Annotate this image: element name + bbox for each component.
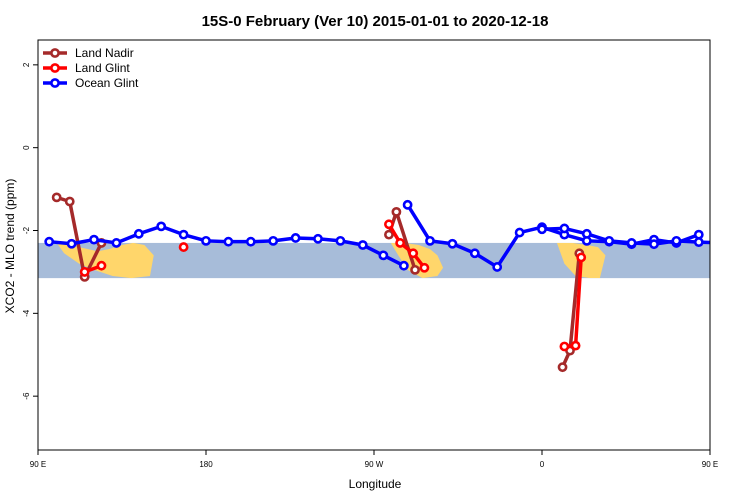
land-glint-point: [570, 340, 581, 351]
ocean-glint-point: [66, 238, 77, 249]
legend-marker: [50, 78, 60, 88]
ocean-glint-point: [133, 228, 144, 239]
land-nadir-point: [557, 362, 568, 373]
ocean-glint-point: [425, 235, 435, 246]
y-tick-label: -2: [22, 226, 31, 234]
ocean-glint-point: [740, 239, 747, 246]
ocean-glint-point: [111, 238, 122, 248]
ocean-glint-point: [156, 221, 167, 232]
land-glint-point: [419, 262, 430, 273]
land-nadir-point: [51, 192, 62, 203]
ocean-glint-point: [492, 262, 503, 272]
y-tick-label: -6: [22, 392, 31, 400]
ocean-glint-point: [178, 229, 189, 240]
ocean-glint-point: [357, 240, 368, 250]
land-glint-point: [408, 248, 419, 259]
x-tick-label: 90 W: [365, 460, 384, 469]
ocean-glint-point: [89, 234, 99, 245]
ocean-glint-point: [398, 260, 409, 271]
ocean-glint-point: [626, 238, 637, 248]
legend-item-land-nadir: Land Nadir: [43, 46, 134, 60]
ocean-glint-point: [718, 239, 725, 246]
ocean-glint-point: [201, 235, 211, 246]
y-tick-label: 2: [22, 62, 31, 67]
ocean-glint-point: [313, 233, 323, 244]
legend-label: Land Nadir: [75, 46, 134, 60]
land-nadir-line: [56, 195, 104, 279]
ocean-glint-point: [559, 223, 570, 234]
legend-label: Ocean Glint: [75, 76, 139, 90]
land-nadir-point: [738, 198, 745, 205]
ocean-glint-point: [447, 238, 458, 249]
ocean-glint-point: [378, 250, 389, 261]
land-nadir-point: [384, 229, 394, 240]
x-axis-label: Longitude: [349, 477, 402, 491]
y-axis-label: XCO2 - MLO trend (ppm): [3, 179, 17, 314]
ocean-glint-point: [671, 235, 682, 246]
legend-marker: [50, 63, 60, 73]
land-glint-point: [576, 252, 587, 263]
land-nadir-point: [410, 264, 420, 275]
y-tick-label: -4: [22, 309, 31, 317]
land-nadir-point: [64, 196, 75, 207]
legend-label: Land Glint: [75, 61, 130, 75]
x-tick-label: 0: [540, 460, 545, 469]
ocean-glint-point: [268, 235, 279, 246]
chart-title: 15S-0 February (Ver 10) 2015-01-01 to 20…: [202, 13, 549, 30]
legend-item-ocean-glint: Ocean Glint: [43, 76, 139, 90]
ocean-glint-point: [44, 236, 55, 247]
ocean-glint-point: [402, 199, 413, 210]
ocean-glint-point: [693, 229, 704, 240]
ocean-glint-point: [581, 228, 592, 239]
land-area-3: [729, 243, 750, 278]
land-glint-series: [79, 219, 587, 352]
x-tick-label: 90 E: [702, 460, 718, 469]
ocean-glint-point: [335, 235, 346, 246]
land-glint-point: [79, 267, 90, 277]
land-nadir-series: [51, 192, 750, 373]
ocean-glint-point: [537, 224, 547, 235]
ocean-glint-point: [693, 237, 704, 248]
ocean-glint-point: [604, 235, 615, 246]
land-glint-point: [96, 260, 107, 271]
y-axis-ticks: 2 0 -2 -4 -6: [22, 62, 38, 400]
x-tick-label: 180: [199, 460, 213, 469]
land-nadir-point: [725, 194, 732, 201]
series-layer: [44, 192, 750, 373]
ocean-glint-point: [514, 227, 525, 238]
ocean-glint-point: [649, 239, 659, 250]
land-glint-point: [395, 238, 406, 248]
x-axis-ticks: 90 E 180 90 W 0 90 E: [30, 450, 718, 469]
land-glint-line: [387, 223, 426, 269]
legend-item-land-glint: Land Glint: [43, 61, 130, 75]
ocean-glint-line: [541, 226, 710, 246]
ocean-glint-point: [469, 248, 480, 259]
land-nadir-point: [391, 206, 402, 217]
ocean-glint-point: [223, 236, 234, 247]
ocean-glint-point: [290, 233, 301, 243]
land-nadir-line: [729, 197, 750, 277]
land-glint-point: [178, 242, 189, 252]
ocean-glint-series: [44, 199, 747, 272]
land-glint-point: [559, 341, 570, 352]
ocean-glint-point: [245, 236, 256, 247]
y-tick-label: 0: [22, 145, 31, 150]
legend-marker: [50, 48, 60, 58]
x-tick-label: 90 E: [30, 460, 46, 469]
land-glint-point: [384, 219, 394, 230]
